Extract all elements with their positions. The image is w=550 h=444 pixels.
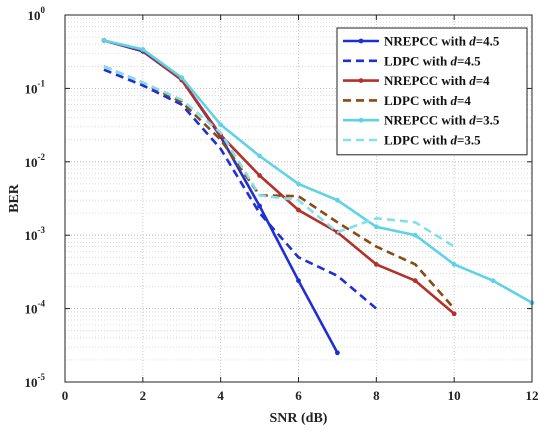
legend-label-variable: d <box>469 73 476 88</box>
legend-marker <box>358 78 364 83</box>
data-point <box>257 173 262 178</box>
data-point <box>373 224 379 230</box>
legend-label-prefix: NREPCC with <box>384 73 469 88</box>
data-point <box>257 153 262 159</box>
legend-label: LDPC with d=4 <box>384 93 471 108</box>
y-axis-title: BER <box>7 183 22 213</box>
data-point <box>257 203 262 209</box>
series-5 <box>101 38 535 306</box>
data-point <box>218 122 224 128</box>
series-line <box>103 68 378 310</box>
x-tick-label: 2 <box>140 388 147 403</box>
data-point <box>296 278 301 284</box>
legend-marker <box>358 117 364 123</box>
x-axis-title: SNR (dB) <box>270 411 328 426</box>
data-point <box>451 262 457 267</box>
y-tick-exponent: -1 <box>38 78 46 88</box>
y-tick-base: 10 <box>25 155 38 170</box>
legend-label-suffix: =3.5 <box>457 133 481 148</box>
y-tick-label: 10-4 <box>25 299 46 317</box>
y-tick-base: 10 <box>28 8 41 23</box>
legend-label-suffix: =3.5 <box>476 113 500 128</box>
legend-label-variable: d <box>469 34 476 49</box>
data-point <box>296 181 301 187</box>
y-tick-exponent: -3 <box>38 225 46 235</box>
x-tick-label: 6 <box>295 388 302 403</box>
data-point <box>412 232 418 238</box>
series-line <box>103 39 533 304</box>
y-tick-base: 10 <box>25 81 38 96</box>
y-tick-label: 10-3 <box>25 225 46 243</box>
legend-label-prefix: LDPC with <box>384 133 450 148</box>
y-tick-label: 10-5 <box>25 372 46 390</box>
y-tick-base: 10 <box>25 375 38 390</box>
y-tick-exponent: 0 <box>41 5 46 15</box>
legend-label-prefix: LDPC with <box>384 53 450 68</box>
data-point <box>101 38 107 43</box>
y-tick-exponent: -2 <box>38 152 46 162</box>
legend-label-suffix: =4.5 <box>457 53 481 68</box>
y-tick-base: 10 <box>25 302 38 317</box>
y-tick-label: 100 <box>28 5 46 23</box>
data-point <box>179 75 185 81</box>
data-point <box>335 350 340 356</box>
x-tick-label: 4 <box>217 388 224 403</box>
x-tick-label: 0 <box>62 388 69 403</box>
series-layer <box>101 38 535 356</box>
y-tick-exponent: -4 <box>38 299 46 309</box>
grid <box>65 15 532 382</box>
legend-label: NREPCC with d=4 <box>384 73 490 88</box>
legend-box <box>336 27 528 156</box>
x-tick-label: 10 <box>448 388 461 403</box>
data-point <box>335 197 340 203</box>
data-point <box>373 262 379 267</box>
legend-label-suffix: =4.5 <box>476 34 500 49</box>
y-tick-exponent: -5 <box>38 372 46 382</box>
legend-label-variable: d <box>450 93 457 108</box>
legend-label: NREPCC with d=3.5 <box>384 113 500 128</box>
legend-marker <box>358 38 364 44</box>
legend-label-suffix: =4 <box>476 73 490 88</box>
y-tick-label: 10-2 <box>25 152 46 170</box>
x-tick-label: 12 <box>526 388 539 403</box>
legend-label-prefix: NREPCC with <box>384 34 469 49</box>
series-4 <box>103 65 456 310</box>
data-point <box>451 311 457 317</box>
y-tick-label: 10-1 <box>25 78 46 96</box>
series-line <box>103 65 456 310</box>
data-point <box>296 207 301 213</box>
legend-label: LDPC with d=3.5 <box>384 133 481 148</box>
legend-label-variable: d <box>469 113 476 128</box>
legend-label: NREPCC with d=4.5 <box>384 34 500 49</box>
series-2 <box>103 68 378 310</box>
x-tick-label: 8 <box>373 388 380 403</box>
legend-label-suffix: =4 <box>457 93 471 108</box>
legend-label-prefix: NREPCC with <box>384 113 469 128</box>
legend-label-variable: d <box>450 53 457 68</box>
data-point <box>490 278 496 284</box>
data-point <box>412 278 418 284</box>
y-tick-base: 10 <box>25 228 38 243</box>
legend-label-prefix: LDPC with <box>384 93 450 108</box>
data-point <box>140 46 146 52</box>
legend-label: LDPC with d=4.5 <box>384 53 481 68</box>
legend-label-variable: d <box>450 133 457 148</box>
